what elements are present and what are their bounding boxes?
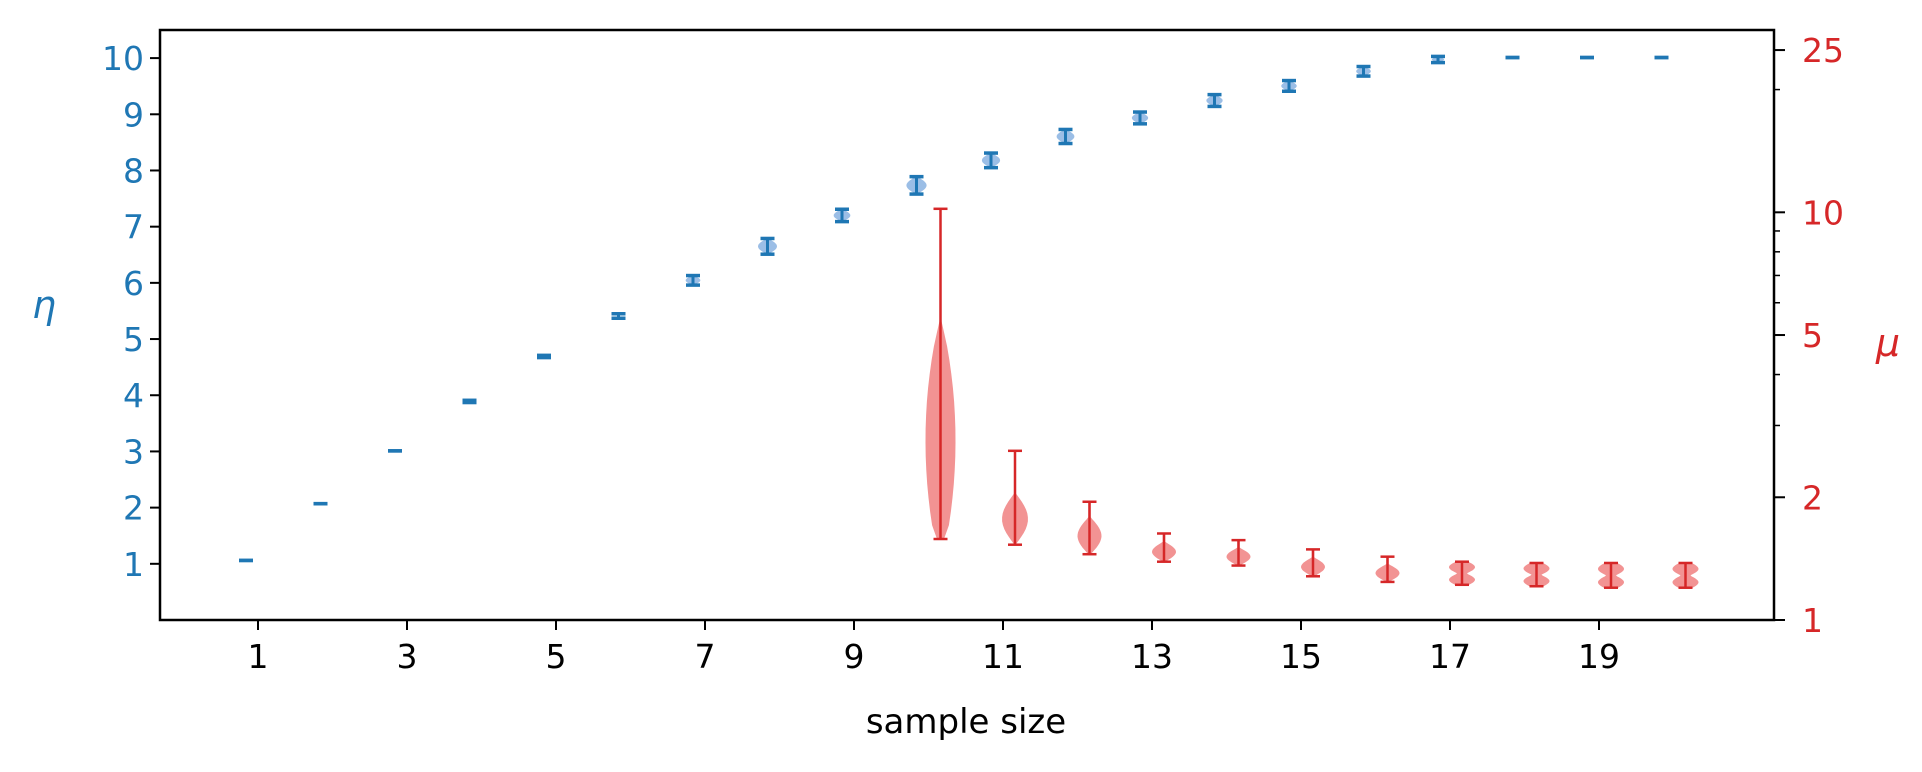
x-tick-label-5: 5 [546, 637, 567, 676]
x-tick-label-7: 7 [695, 637, 716, 676]
left-y-tick-label-2: 2 [123, 489, 144, 528]
x-tick-label-15: 15 [1280, 637, 1322, 676]
x-axis-title: sample size [866, 702, 1066, 742]
left-y-axis-title: η [32, 283, 56, 327]
left-y-axis: 1 2 3 4 5 6 7 8 9 10 [102, 39, 160, 584]
violin-bodies [685, 56, 1699, 588]
left-y-tick-label-9: 9 [123, 95, 144, 134]
x-tick-label-17: 17 [1429, 637, 1471, 676]
right-y-axis-title: μ [1875, 321, 1900, 365]
data-marks [239, 54, 1693, 589]
right-y-tick-label-5: 5 [1802, 316, 1823, 355]
right-y-tick-label-2: 2 [1802, 478, 1823, 517]
plot-frame [158, 28, 1776, 622]
x-tick-label-1: 1 [248, 637, 269, 676]
left-y-tick-label-8: 8 [123, 151, 144, 190]
x-tick-label-13: 13 [1131, 637, 1173, 676]
left-y-tick-label-5: 5 [123, 320, 144, 359]
left-y-tick-label-10: 10 [102, 39, 144, 78]
left-y-tick-label-1: 1 [123, 545, 144, 584]
left-y-tick-label-3: 3 [123, 432, 144, 471]
right-y-tick-label-10: 10 [1802, 193, 1844, 232]
x-tick-label-11: 11 [982, 637, 1024, 676]
x-tick-label-9: 9 [844, 637, 865, 676]
left-y-tick-label-4: 4 [123, 376, 144, 415]
x-tick-label-19: 19 [1578, 637, 1620, 676]
x-tick-label-3: 3 [397, 637, 418, 676]
left-y-tick-label-6: 6 [123, 264, 144, 303]
right-y-tick-label-25: 25 [1802, 31, 1844, 70]
left-y-tick-label-7: 7 [123, 208, 144, 247]
x-axis: 1 3 5 7 9 11 13 15 17 19 [248, 620, 1620, 676]
right-y-tick-label-1: 1 [1802, 601, 1823, 640]
